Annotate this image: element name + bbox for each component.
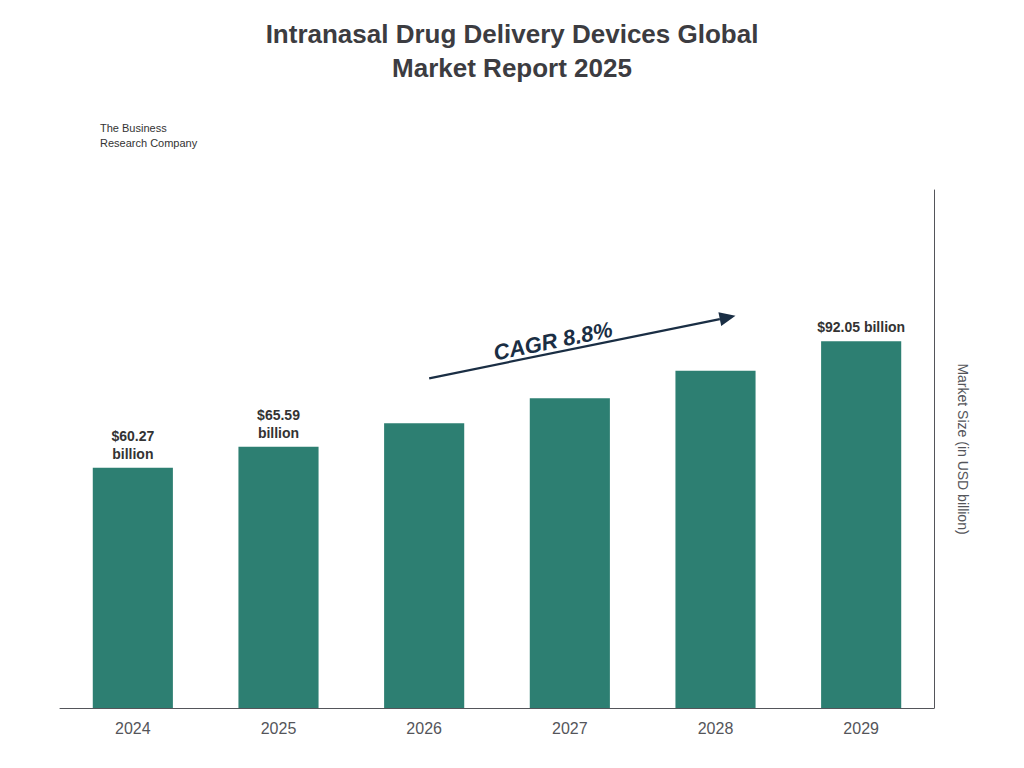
svg-text:Market Size (in USD billion): Market Size (in USD billion)	[955, 363, 971, 534]
svg-text:2027: 2027	[552, 720, 588, 737]
svg-text:$92.05 billion: $92.05 billion	[817, 319, 905, 335]
svg-text:2025: 2025	[261, 720, 297, 737]
svg-text:Market Report 2025: Market Report 2025	[392, 53, 632, 83]
svg-text:billion: billion	[112, 446, 153, 462]
svg-text:$60.27: $60.27	[111, 428, 154, 444]
svg-text:The Business: The Business	[100, 122, 167, 134]
svg-text:CAGR 8.8%: CAGR 8.8%	[491, 317, 615, 366]
svg-text:2024: 2024	[115, 720, 151, 737]
svg-text:$65.59: $65.59	[257, 407, 300, 423]
svg-text:Research Company: Research Company	[100, 137, 198, 149]
svg-text:2026: 2026	[406, 720, 442, 737]
svg-text:2029: 2029	[843, 720, 879, 737]
svg-text:billion: billion	[258, 425, 299, 441]
svg-text:Intranasal Drug Delivery Devic: Intranasal Drug Delivery Devices Global	[266, 19, 759, 49]
svg-text:2028: 2028	[698, 720, 734, 737]
